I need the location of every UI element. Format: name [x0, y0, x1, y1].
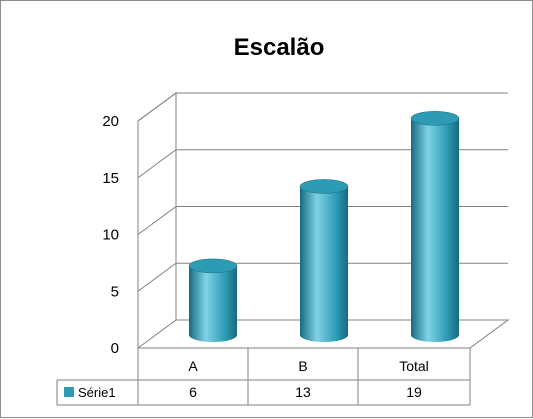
legend-series-label: Série1: [78, 385, 116, 400]
gridline: [137, 149, 508, 179]
gridline: [137, 262, 508, 292]
x-tick-label: Total: [399, 358, 429, 374]
x-tick-label: B: [298, 358, 307, 374]
data-table: A B Total Série1 6 13 19: [56, 347, 471, 406]
bar-body: [189, 265, 237, 342]
bar-layer: [188, 111, 460, 342]
legend-swatch: [64, 387, 74, 397]
y-tick-label: 0: [111, 340, 119, 357]
y-axis: 0 5 10 15 20: [102, 113, 139, 357]
y-tick-label: 5: [111, 283, 119, 300]
bar: [188, 258, 238, 342]
bar-body: [411, 118, 459, 342]
x-tick-label: A: [188, 358, 198, 374]
data-table-value: 6: [189, 384, 197, 400]
bar-body: [300, 186, 348, 342]
bar: [299, 179, 349, 342]
bar-top: [188, 258, 238, 274]
chart-title: Escalão: [234, 34, 325, 61]
gridline: [137, 206, 508, 235]
y-tick-label: 10: [102, 227, 119, 244]
side-wall: [137, 92, 177, 320]
bar: [410, 111, 460, 342]
bar-top: [299, 179, 349, 194]
data-table-value: 13: [295, 384, 311, 400]
y-tick-label: 20: [102, 113, 119, 130]
bar-top: [410, 111, 460, 126]
data-table-value: 19: [406, 384, 422, 400]
y-tick-label: 15: [102, 170, 119, 187]
gridline: [137, 92, 508, 122]
